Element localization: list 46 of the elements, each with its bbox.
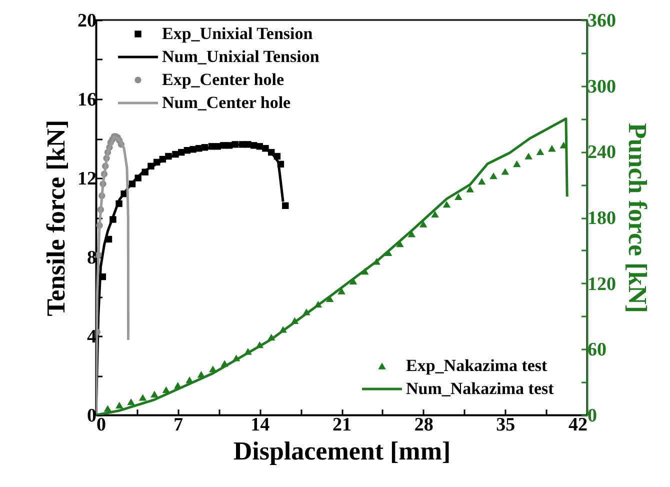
y2-tick-label: 180 — [588, 208, 616, 229]
legend-label: Num_Unixial Tension — [162, 47, 320, 66]
point — [431, 210, 439, 218]
point — [116, 402, 124, 408]
point — [536, 148, 544, 156]
x-tick-label: 42 — [568, 414, 588, 436]
point — [138, 394, 147, 401]
x-tick-label: 7 — [174, 414, 184, 436]
legend-label: Num_Nakazima test — [406, 379, 554, 398]
y2-tick-label: 60 — [588, 340, 606, 361]
point — [442, 200, 451, 208]
point — [150, 390, 158, 398]
point — [408, 230, 416, 238]
y2-tick-label: 300 — [588, 76, 616, 98]
point — [512, 160, 521, 168]
point — [419, 220, 428, 228]
point — [478, 178, 486, 185]
y2-axis-title: Punch force [kN] — [623, 122, 652, 314]
legend-label: Num_Center hole — [162, 93, 292, 112]
x-tick-label: 21 — [332, 414, 352, 436]
y-tick-label: 20 — [78, 10, 96, 32]
x-tick-label: 35 — [496, 414, 516, 436]
point — [338, 288, 346, 294]
point — [501, 168, 510, 175]
legend-label: Exp_Unixial Tension — [162, 24, 314, 43]
y2-tick-label: 240 — [588, 142, 616, 164]
y-tick-label: 12 — [78, 168, 96, 190]
y-tick-label: 8 — [87, 248, 96, 268]
y-tick-label: 16 — [78, 90, 96, 110]
y2-tick-label: 120 — [588, 274, 616, 295]
point — [282, 202, 289, 210]
point — [524, 152, 532, 160]
point — [104, 405, 112, 412]
point — [548, 145, 556, 152]
point — [466, 186, 474, 192]
point — [127, 398, 135, 406]
x-tick-label: 28 — [414, 414, 434, 436]
x-tick-label: 14 — [250, 414, 270, 436]
y-axis-title: Tensile force [kN] — [42, 120, 70, 316]
x-axis-title: Displacement [mm] — [233, 436, 451, 466]
point — [454, 193, 462, 200]
legend-label: Exp_Center hole — [162, 70, 284, 89]
legend-label: Exp_Nakazima test — [406, 356, 548, 375]
point — [490, 172, 498, 180]
y-tick-label: 4 — [87, 326, 97, 348]
y2-tick-label: 360 — [588, 10, 616, 32]
